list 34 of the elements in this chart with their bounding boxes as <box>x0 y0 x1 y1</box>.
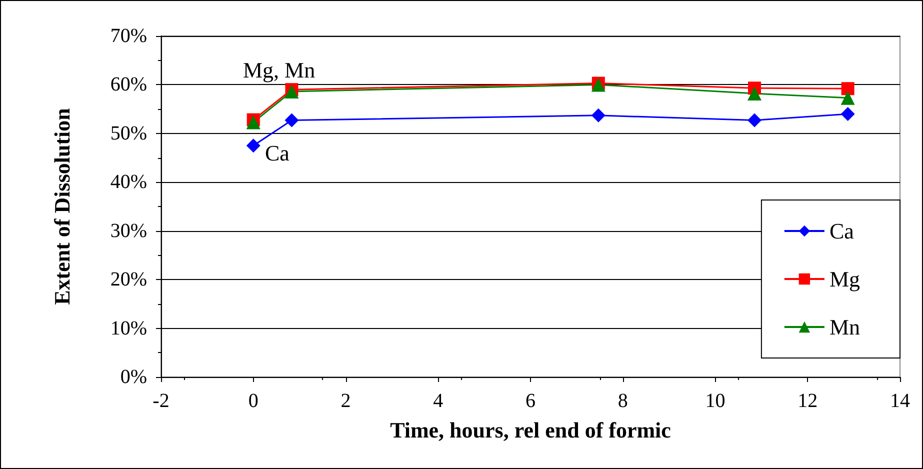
legend-label: Mn <box>829 314 860 340</box>
y-tick-label: 0% <box>120 366 147 388</box>
annotation: Mg, Mn <box>243 58 316 82</box>
y-tick-label: 60% <box>110 74 147 96</box>
y-tick-label: 10% <box>110 317 147 340</box>
point <box>841 82 854 96</box>
x-tick-label: 14 <box>890 390 910 412</box>
point <box>284 113 299 128</box>
point <box>284 84 299 99</box>
y-tick-label: 70% <box>110 25 147 47</box>
point <box>748 113 762 128</box>
y-tick-label: 50% <box>110 122 147 144</box>
x-tick-label: 12 <box>798 390 818 412</box>
y-tick-label: 20% <box>110 268 147 291</box>
x-axis-title: Time, hours, rel end of formic <box>390 418 672 442</box>
point <box>591 108 606 122</box>
point <box>748 86 762 100</box>
y-tick-label: 30% <box>110 220 147 242</box>
legend-label: Mg <box>829 266 860 292</box>
x-tick-label: -2 <box>152 390 170 412</box>
point <box>840 106 855 121</box>
x-tick-label: 0 <box>248 390 258 412</box>
point <box>246 115 260 130</box>
y-axis-title: Extent of Dissolution <box>50 108 74 305</box>
annotation: Ca <box>265 140 290 166</box>
point <box>246 138 260 153</box>
x-tick-label: 4 <box>433 390 444 412</box>
x-tick-label: 10 <box>705 390 726 412</box>
legend-label: Ca <box>829 218 854 244</box>
y-tick-label: 40% <box>110 171 147 194</box>
x-tick-label: 2 <box>340 390 351 412</box>
x-tick-label: 8 <box>618 390 628 412</box>
x-tick-label: 6 <box>526 390 536 412</box>
point <box>840 90 855 105</box>
